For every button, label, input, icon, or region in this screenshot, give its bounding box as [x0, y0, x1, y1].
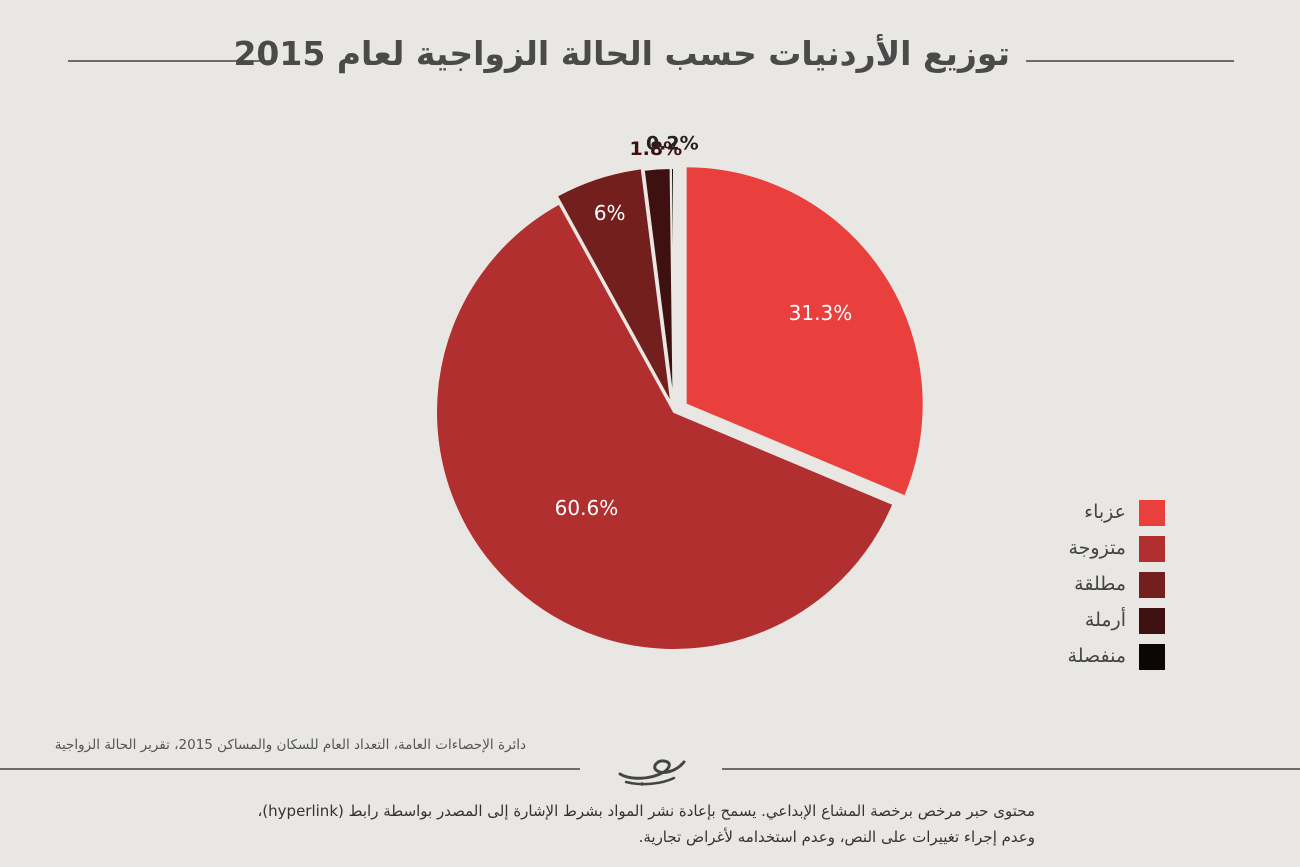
- footer-rule-right: [722, 768, 1300, 770]
- pie-label-3: 6%: [594, 201, 626, 225]
- legend-item: منفصلة: [1030, 644, 1170, 680]
- license-line-2: وعدم إجراء تغييرات على النص، وعدم استخدا…: [300, 824, 1035, 850]
- pie-label-1: 31.3%: [789, 301, 853, 325]
- legend-label: عزباء: [1084, 501, 1126, 523]
- license-line-1: محتوى حبر مرخص برخصة المشاع الإبداعي. يس…: [300, 798, 1035, 824]
- pie-slices: [436, 166, 924, 650]
- legend-swatch: [1139, 536, 1165, 562]
- footer-rule-left: [0, 768, 580, 770]
- pie-label-2: 60.6%: [555, 496, 619, 520]
- legend: عزباء متزوجة مطلقة أرملة منفصلة: [1030, 500, 1170, 680]
- license-note: محتوى حبر مرخص برخصة المشاع الإبداعي. يس…: [300, 798, 1035, 850]
- hiber-logo-icon: [612, 750, 692, 790]
- legend-label: أرملة: [1085, 609, 1126, 631]
- legend-swatch: [1139, 608, 1165, 634]
- pie-label-5: 0.2%: [646, 133, 699, 155]
- legend-label: متزوجة: [1068, 537, 1126, 559]
- legend-item: عزباء: [1030, 500, 1170, 536]
- legend-swatch: [1139, 644, 1165, 670]
- legend-label: مطلقة: [1074, 573, 1126, 595]
- legend-item: أرملة: [1030, 608, 1170, 644]
- legend-item: متزوجة: [1030, 536, 1170, 572]
- legend-label: منفصلة: [1068, 645, 1126, 667]
- source-note: دائرة الإحصاءات العامة، التعداد العام لل…: [0, 737, 526, 753]
- legend-swatch: [1139, 500, 1165, 526]
- legend-item: مطلقة: [1030, 572, 1170, 608]
- legend-swatch: [1139, 572, 1165, 598]
